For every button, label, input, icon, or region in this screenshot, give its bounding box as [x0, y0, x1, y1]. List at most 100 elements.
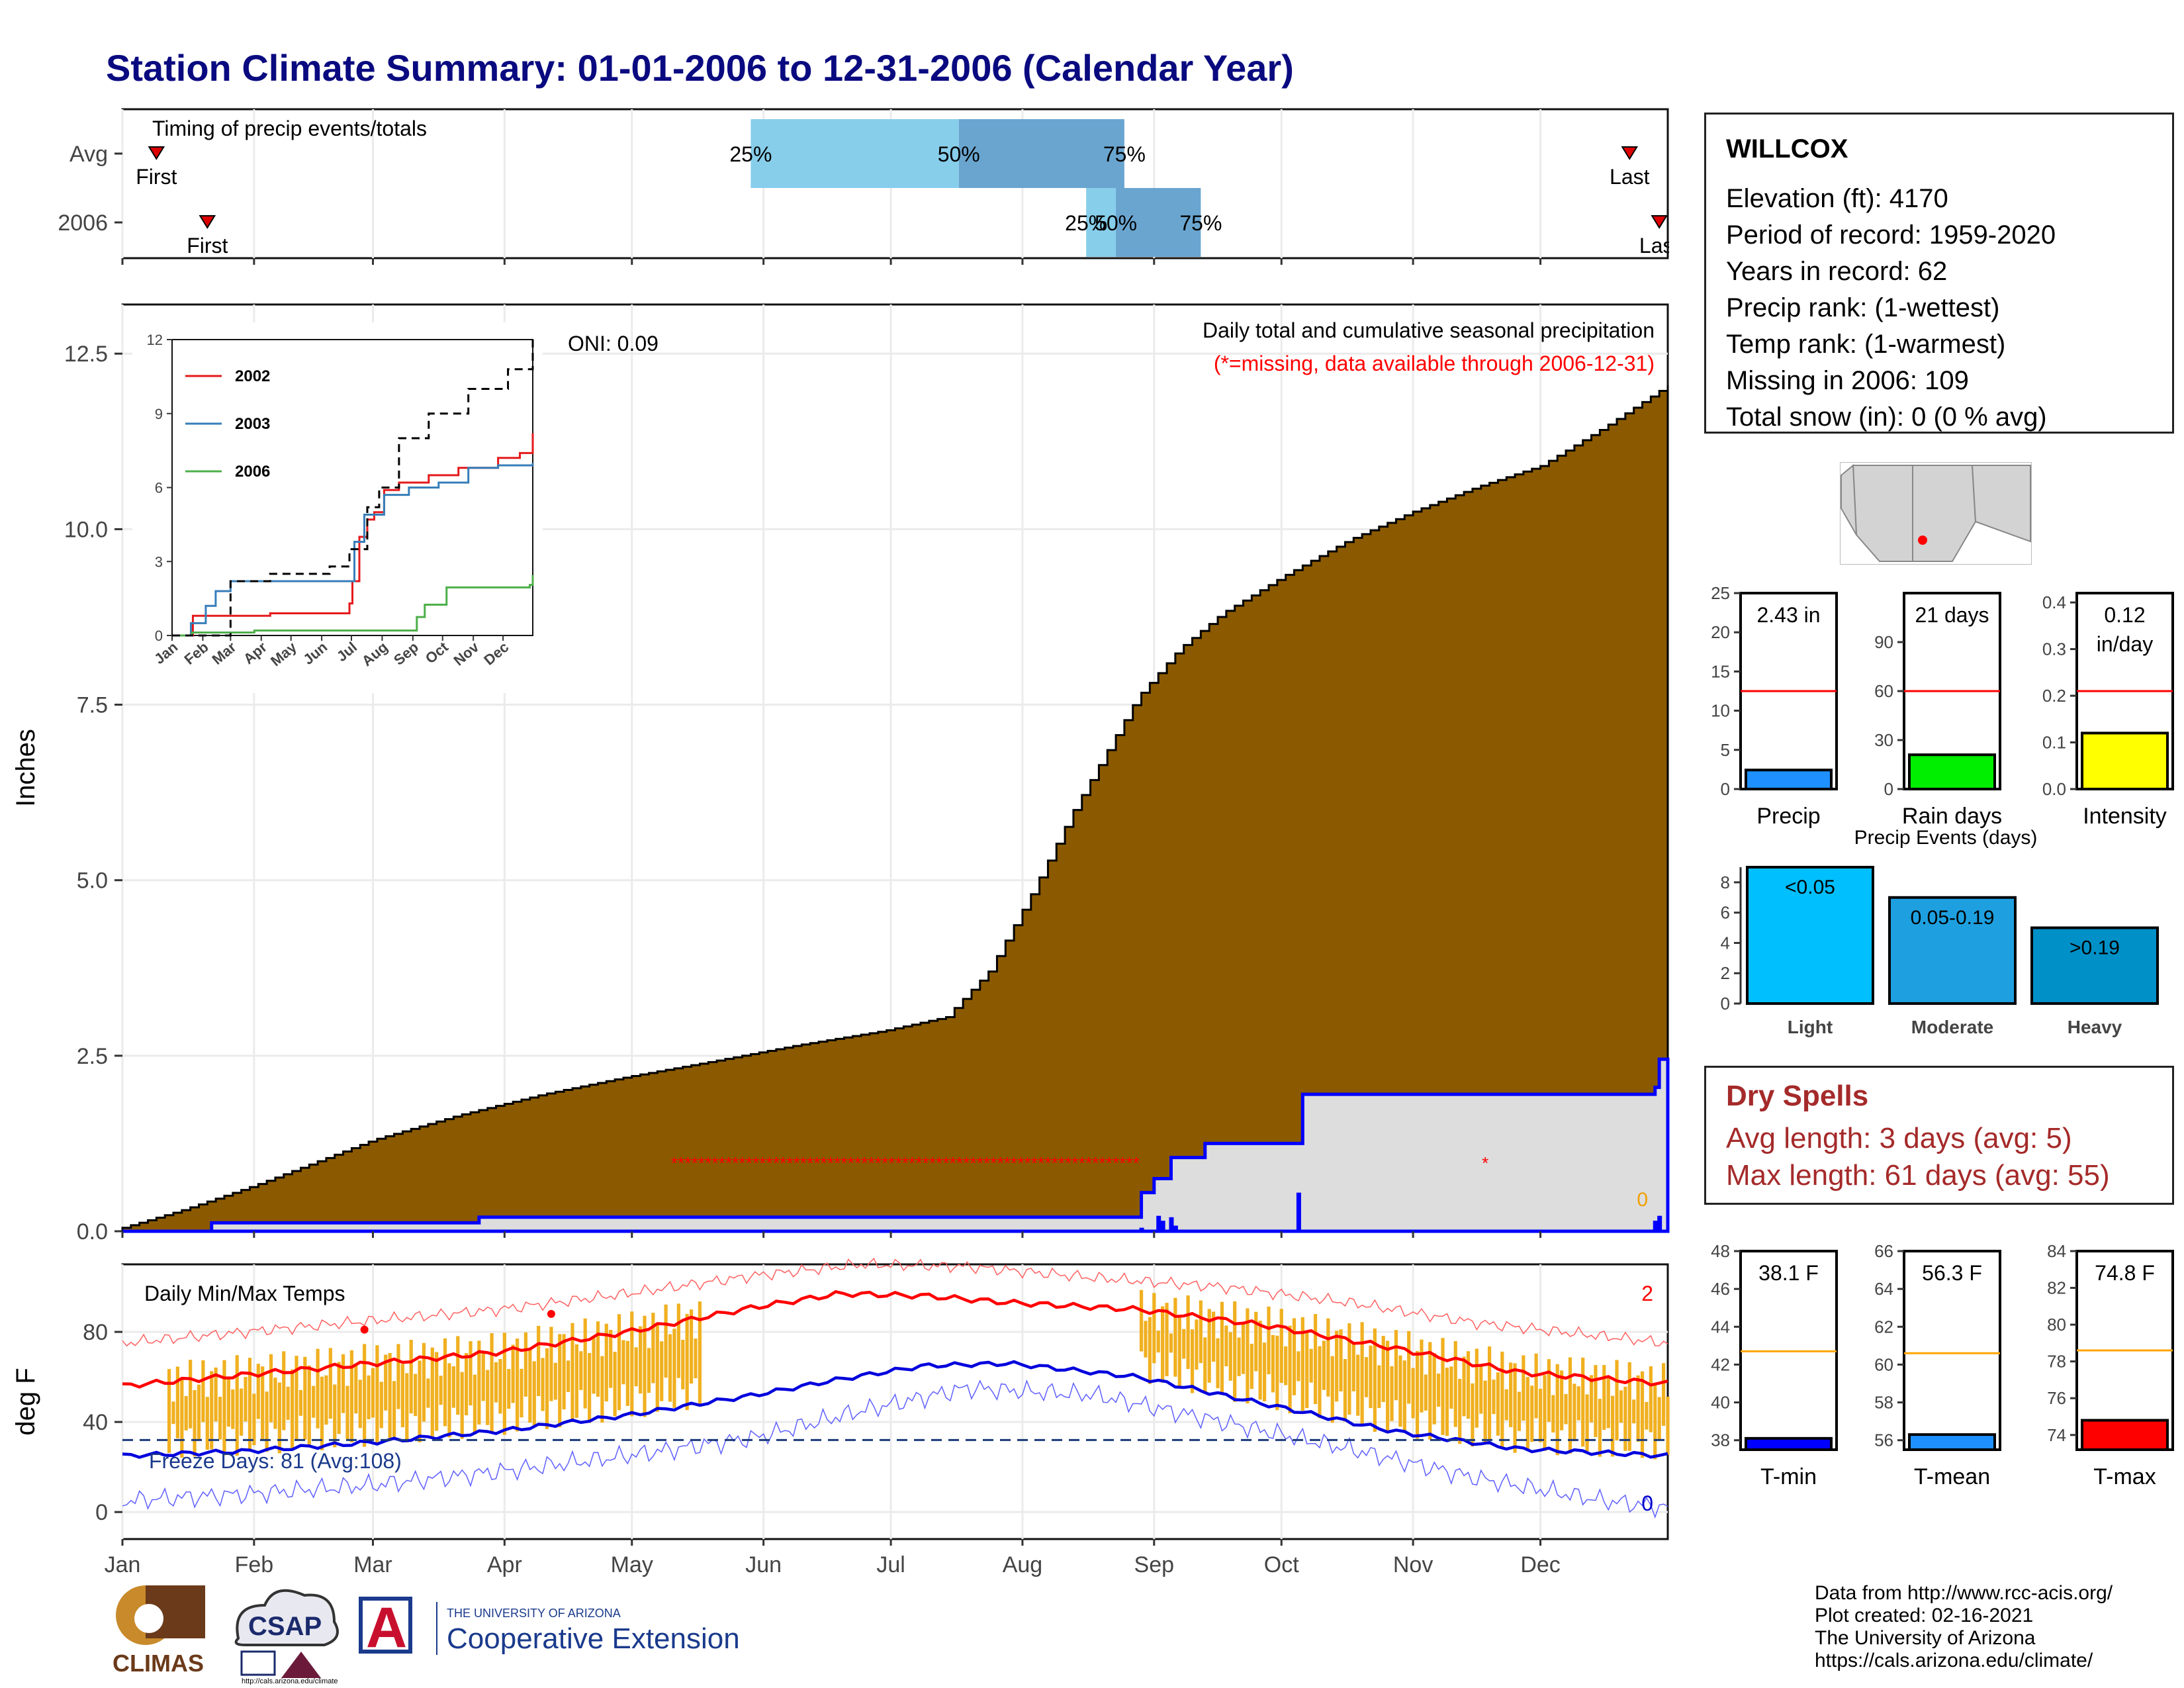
timing-row-label: 2006 — [58, 211, 108, 236]
daily-temp-bar — [592, 1337, 596, 1394]
daily-temp-bar — [498, 1359, 502, 1414]
daily-temp-bar — [261, 1366, 265, 1440]
missing-marker: * — [1058, 1153, 1065, 1173]
summary-ytick-label: 58 — [1874, 1393, 1893, 1413]
daily-temp-bar — [1645, 1401, 1649, 1430]
daily-temp-bar — [1407, 1331, 1411, 1404]
credit-university: The University of Arizona — [1815, 1627, 2036, 1649]
record-min-line — [122, 1379, 1668, 1519]
daily-temp-bar — [664, 1304, 668, 1378]
daily-temp-bar — [1381, 1336, 1385, 1403]
missing-marker: * — [766, 1153, 773, 1173]
daily-temp-bar — [460, 1372, 464, 1439]
daily-temp-bar — [660, 1341, 664, 1401]
daily-temp-bar — [558, 1334, 562, 1428]
missing-marker: * — [970, 1153, 976, 1173]
inset-average-line — [172, 338, 534, 637]
daily-temp-bar — [248, 1358, 252, 1450]
summary-ytick-label: 38 — [1711, 1430, 1730, 1450]
daily-temp-bar — [414, 1374, 418, 1417]
daily-temp-bar — [502, 1333, 506, 1435]
daily-temp-bar — [1538, 1388, 1543, 1442]
missing-marker: * — [807, 1153, 813, 1173]
daily-temp-bar — [269, 1354, 273, 1423]
missing-marker: * — [821, 1153, 827, 1173]
missing-marker: * — [909, 1153, 915, 1173]
summary-ytick-label: 80 — [2047, 1315, 2066, 1335]
freeze-days-label: Freeze Days: 81 (Avg:108) — [149, 1449, 402, 1473]
daily-temp-bar — [1207, 1309, 1211, 1383]
daily-temp-bar — [469, 1341, 473, 1406]
daily-temp-bar — [265, 1391, 269, 1452]
daily-temp-bar — [435, 1352, 439, 1431]
daily-temp-bar — [1657, 1397, 1661, 1440]
station-period: Period of record: 1959-2020 — [1726, 220, 2056, 250]
summary-ytick-label: 56 — [1874, 1430, 1893, 1450]
daily-temp-bar — [349, 1350, 354, 1443]
daily-temp-bar — [1509, 1362, 1513, 1427]
inset-ytick-label: 6 — [155, 480, 163, 496]
missing-marker: * — [1011, 1153, 1017, 1173]
daily-temp-bar — [1398, 1355, 1402, 1427]
daily-temp-bar — [1402, 1360, 1406, 1432]
daily-temp-bar — [655, 1325, 659, 1412]
daily-temp-bar — [689, 1309, 694, 1384]
missing-marker: * — [841, 1153, 847, 1173]
summary-ytick-label: 74 — [2047, 1425, 2066, 1445]
ua-a-letter: A — [366, 1596, 407, 1660]
daily-precip-bar — [1657, 1215, 1662, 1231]
daily-temp-bar — [1504, 1389, 1508, 1421]
daily-temp-bar — [1313, 1314, 1318, 1405]
summary-axis-label: Rain days — [1902, 804, 2002, 829]
daily-temp-bar — [579, 1351, 583, 1390]
daily-temp-bar — [549, 1327, 553, 1401]
daily-temp-bar — [1330, 1356, 1334, 1423]
summary-ytick-label: 42 — [1711, 1354, 1730, 1374]
precip-ytick-label: 5.0 — [77, 868, 108, 894]
daily-temp-bar — [1139, 1289, 1144, 1352]
summary-value-bar — [2081, 1419, 2169, 1451]
timing-bar-q1 — [1086, 188, 1116, 257]
summary-ytick-label: 0 — [1884, 779, 1893, 799]
summary-ytick-label: 66 — [1874, 1241, 1893, 1261]
timing-p25-label: 25% — [1065, 211, 1107, 235]
timing-row-label: Avg — [69, 142, 108, 167]
missing-marker: * — [1031, 1153, 1038, 1173]
daily-temp-bar — [1560, 1370, 1564, 1430]
precip-ytick-label: 0.0 — [77, 1219, 108, 1244]
daily-precip-bar — [1156, 1215, 1161, 1231]
avg-tmin-line — [122, 1360, 1668, 1459]
daily-temp-bar — [1513, 1363, 1517, 1453]
daily-temp-bar — [1471, 1383, 1475, 1447]
csap-logo: CSAP http://cals.arizona.edu/climate — [234, 1589, 339, 1685]
daily-temp-bar — [1199, 1300, 1203, 1364]
missing-marker: * — [725, 1153, 732, 1173]
missing-marker: * — [1071, 1153, 1078, 1173]
daily-temp-bar — [201, 1360, 205, 1423]
events-category-label: Heavy — [2068, 1017, 2122, 1037]
missing-marker: * — [711, 1153, 718, 1173]
precip-panel-title: Daily total and cumulative seasonal prec… — [1203, 318, 1655, 342]
daily-temp-bar — [1258, 1321, 1262, 1400]
timing-first-marker — [148, 146, 165, 160]
daily-precip-bar — [1148, 1229, 1153, 1231]
daily-temp-bar — [625, 1340, 629, 1406]
summary-frame — [1903, 1250, 2001, 1451]
month-axis-label: Nov — [1393, 1552, 1433, 1577]
missing-marker: * — [963, 1153, 970, 1173]
summary-value-bar — [1745, 769, 1833, 790]
events-bar — [2030, 926, 2159, 1005]
summary-axis-label: T-mean — [1914, 1464, 1990, 1489]
daily-temp-bar — [210, 1371, 214, 1450]
daily-temp-bar — [1487, 1346, 1492, 1440]
daily-temp-bar — [1169, 1333, 1173, 1353]
credit-data-source: Data from http://www.rcc-acis.org/ — [1815, 1582, 2113, 1604]
timing-last-marker — [1621, 146, 1639, 160]
daily-temp-bar — [1165, 1303, 1169, 1376]
summary-value-bar — [1908, 1433, 1996, 1451]
daily-temp-bar — [1373, 1328, 1377, 1432]
daily-temp-bar — [1415, 1350, 1420, 1439]
daily-temp-bar — [1585, 1394, 1589, 1452]
summary-ytick-label: 20 — [1711, 622, 1730, 642]
credit-url: https://cals.arizona.edu/climate/ — [1815, 1650, 2093, 1671]
